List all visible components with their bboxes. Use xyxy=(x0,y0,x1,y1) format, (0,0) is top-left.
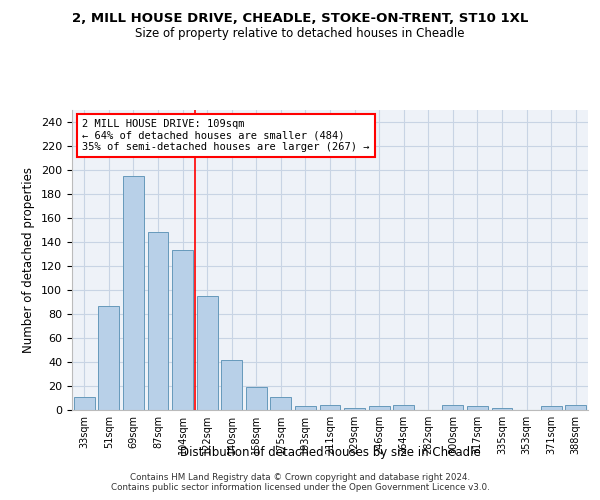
Bar xyxy=(491,408,512,410)
Text: Distribution of detached houses by size in Cheadle: Distribution of detached houses by size … xyxy=(179,446,481,459)
Bar xyxy=(172,250,193,410)
Bar xyxy=(393,405,414,410)
Bar xyxy=(344,408,365,410)
Bar xyxy=(442,405,463,410)
Bar xyxy=(197,296,218,410)
Bar xyxy=(271,397,292,410)
Bar xyxy=(98,306,119,410)
Bar xyxy=(74,397,95,410)
Bar xyxy=(541,406,562,410)
Bar xyxy=(148,232,169,410)
Bar xyxy=(565,405,586,410)
Text: 2 MILL HOUSE DRIVE: 109sqm
← 64% of detached houses are smaller (484)
35% of sem: 2 MILL HOUSE DRIVE: 109sqm ← 64% of deta… xyxy=(82,119,370,152)
Bar xyxy=(467,406,488,410)
Bar xyxy=(246,387,267,410)
Bar xyxy=(295,406,316,410)
Text: 2, MILL HOUSE DRIVE, CHEADLE, STOKE-ON-TRENT, ST10 1XL: 2, MILL HOUSE DRIVE, CHEADLE, STOKE-ON-T… xyxy=(72,12,528,26)
Bar xyxy=(221,360,242,410)
Bar xyxy=(368,406,389,410)
Bar xyxy=(320,405,340,410)
Bar xyxy=(123,176,144,410)
Text: Size of property relative to detached houses in Cheadle: Size of property relative to detached ho… xyxy=(135,28,465,40)
Text: Contains HM Land Registry data © Crown copyright and database right 2024.
Contai: Contains HM Land Registry data © Crown c… xyxy=(110,473,490,492)
Y-axis label: Number of detached properties: Number of detached properties xyxy=(22,167,35,353)
